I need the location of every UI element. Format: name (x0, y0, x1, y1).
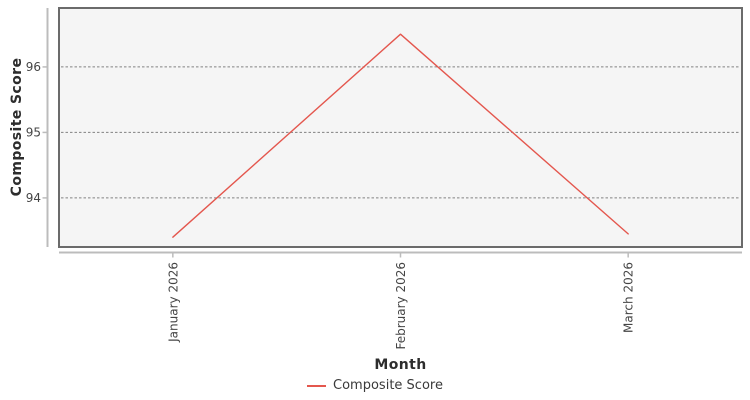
y-tick-label: 95 (26, 125, 41, 139)
legend-series-label: Composite Score (333, 378, 443, 393)
legend-line-icon (307, 384, 327, 387)
legend: Composite Score (0, 378, 750, 393)
x-tick-label: January 2026 (166, 262, 180, 343)
y-tick-label: 94 (26, 191, 41, 205)
x-axis-title: Month (374, 357, 427, 373)
x-tick-label: February 2026 (394, 262, 408, 350)
x-tick-label: March 2026 (622, 262, 636, 333)
y-tick-label: 96 (26, 60, 41, 74)
plot-background (58, 7, 743, 248)
y-axis-title: Composite Score (9, 57, 25, 197)
series-line-composite-score (172, 33, 629, 238)
